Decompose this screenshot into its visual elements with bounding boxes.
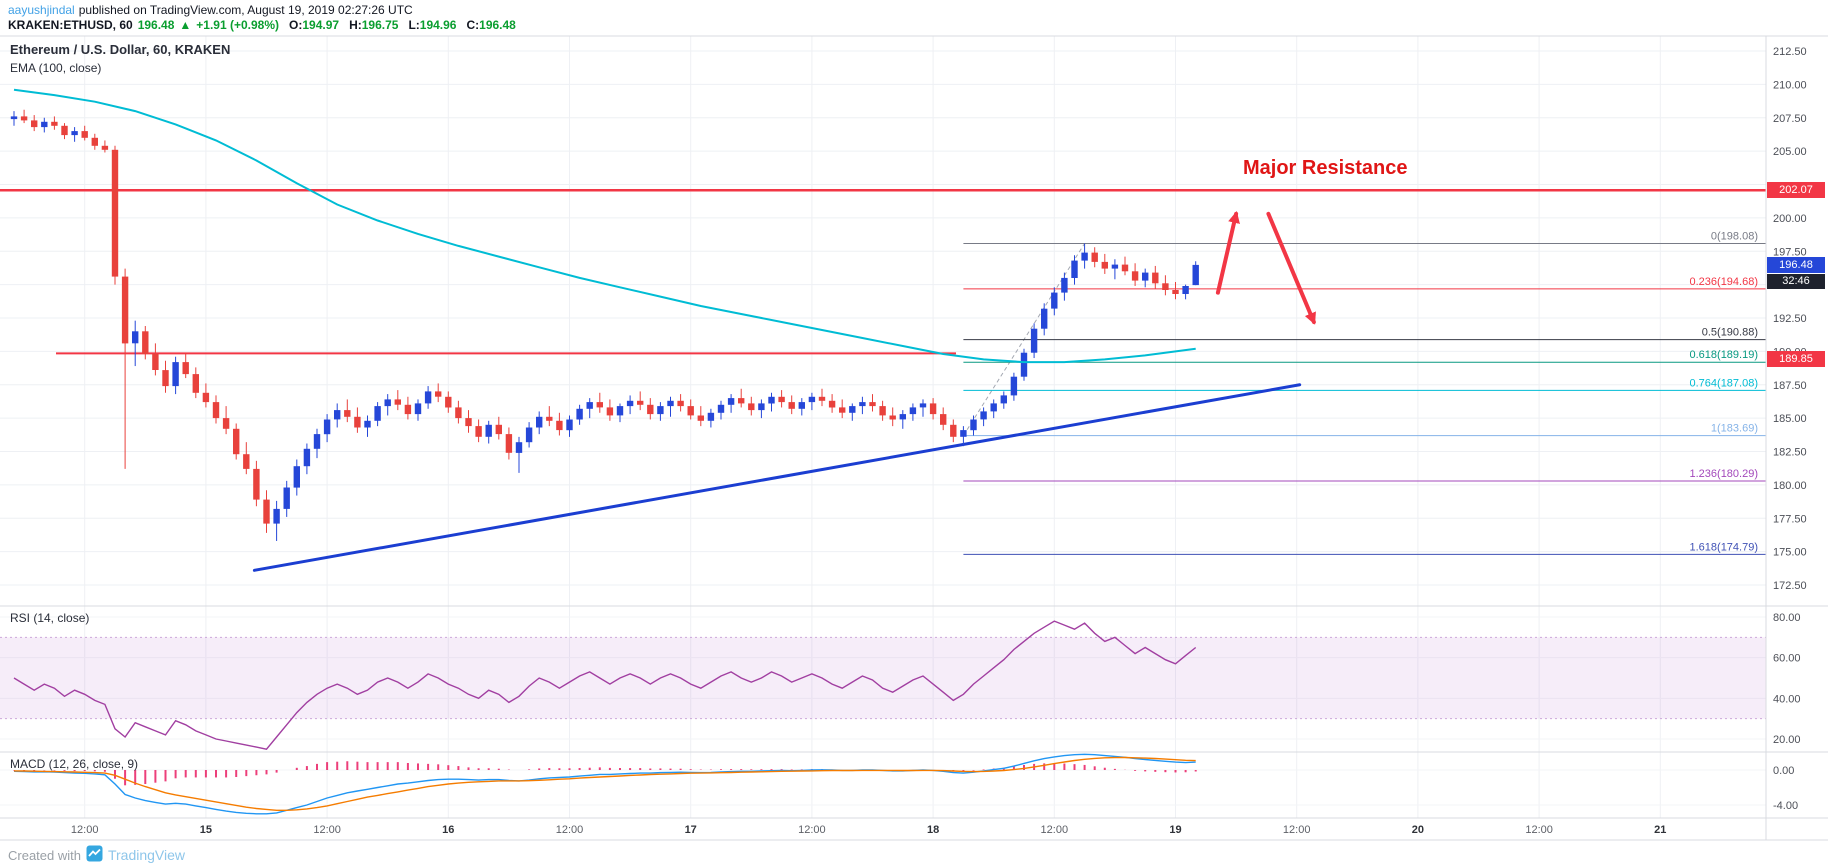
svg-text:172.50: 172.50: [1773, 580, 1807, 592]
rsi-legend: RSI (14, close): [10, 611, 90, 625]
svg-text:-4.00: -4.00: [1773, 800, 1798, 812]
rsi-line: [13, 620, 1197, 750]
change-arrow-icon: ▲: [179, 18, 192, 32]
svg-text:20: 20: [1412, 824, 1424, 836]
svg-text:192.50: 192.50: [1773, 313, 1807, 325]
support-price-badge: 189.85: [1767, 351, 1825, 367]
svg-text:12:00: 12:00: [798, 824, 826, 836]
pane-borders: [0, 35, 1828, 841]
trendline: [252, 383, 1302, 572]
svg-text:0.236(194.68): 0.236(194.68): [1690, 276, 1759, 288]
svg-text:12:00: 12:00: [71, 824, 99, 836]
close-value: 196.48: [479, 18, 516, 32]
svg-text:200.00: 200.00: [1773, 213, 1807, 225]
high-label: H:: [349, 18, 362, 32]
ema-legend: EMA (100, close): [10, 61, 102, 75]
svg-text:12:00: 12:00: [1283, 824, 1311, 836]
countdown-badge: 32:46: [1767, 274, 1825, 289]
high-value: 196.75: [361, 18, 399, 32]
svg-text:16: 16: [442, 824, 454, 836]
symbol-name: KRAKEN:ETHUSD, 60: [8, 18, 133, 32]
svg-text:20.00: 20.00: [1773, 734, 1801, 746]
svg-text:18: 18: [927, 824, 939, 836]
svg-text:0.618(189.19): 0.618(189.19): [1690, 349, 1759, 361]
svg-text:0.5(190.88): 0.5(190.88): [1702, 327, 1758, 339]
tradingview-logo-icon: [86, 845, 103, 865]
svg-text:40.00: 40.00: [1773, 693, 1801, 705]
open-value: 194.97: [302, 18, 340, 32]
change-value: +1.91 (+0.98%): [196, 18, 280, 32]
svg-text:210.00: 210.00: [1773, 79, 1807, 91]
main-pane-legend: Ethereum / U.S. Dollar, 60, KRAKEN: [10, 42, 231, 57]
svg-text:17: 17: [685, 824, 697, 836]
svg-text:205.00: 205.00: [1773, 146, 1807, 158]
svg-text:180.00: 180.00: [1773, 480, 1807, 492]
fib-retracement: 0(198.08) 0.236(194.68) 0.5(190.88) 0.618(1…: [962, 231, 1766, 555]
rsi-band: [0, 636, 1766, 720]
candlestick-series: [10, 109, 1199, 541]
ema-line: [13, 88, 1196, 364]
svg-text:21: 21: [1654, 824, 1666, 836]
published-text: published on TradingView.com, August 19,…: [78, 3, 413, 17]
svg-text:0.00: 0.00: [1773, 765, 1794, 777]
author-link[interactable]: aayushjindal: [8, 3, 75, 17]
resistance-support-lines: [0, 188, 1766, 355]
svg-text:185.00: 185.00: [1773, 413, 1807, 425]
svg-text:60.00: 60.00: [1773, 653, 1801, 665]
svg-text:1.236(180.29): 1.236(180.29): [1690, 468, 1759, 480]
svg-text:187.50: 187.50: [1773, 380, 1807, 392]
svg-text:15: 15: [200, 824, 212, 836]
price-scale[interactable]: 212.50 210.00 207.50 205.00 200.00 197.50 192.…: [1773, 46, 1807, 812]
low-label: L:: [408, 18, 420, 32]
macd-series: [13, 753, 1197, 815]
svg-text:80.00: 80.00: [1773, 612, 1801, 624]
snapshot-footer: Created with TradingView: [8, 845, 185, 865]
svg-text:19: 19: [1169, 824, 1181, 836]
svg-text:207.50: 207.50: [1773, 113, 1807, 125]
gridlines: [0, 36, 1766, 818]
svg-text:175.00: 175.00: [1773, 547, 1807, 559]
svg-text:12:00: 12:00: [556, 824, 584, 836]
time-axis[interactable]: 12:00 15 12:00 16 12:00 17 12:00 18 12:00 19 12:00…: [71, 824, 1666, 836]
symbol-summary: KRAKEN:ETHUSD, 60 196.48 ▲ +1.91 (+0.98%…: [8, 18, 516, 32]
close-label: C:: [466, 18, 480, 32]
svg-text:0(198.08): 0(198.08): [1711, 231, 1758, 243]
svg-text:212.50: 212.50: [1773, 46, 1807, 58]
svg-text:197.50: 197.50: [1773, 246, 1807, 258]
svg-text:12:00: 12:00: [1041, 824, 1069, 836]
svg-text:177.50: 177.50: [1773, 513, 1807, 525]
svg-text:12:00: 12:00: [1525, 824, 1553, 836]
svg-text:1(183.69): 1(183.69): [1711, 423, 1758, 435]
publish-info: aayushjindal published on TradingView.com…: [8, 3, 413, 17]
created-with-text: Created with: [8, 847, 81, 863]
svg-text:0.764(187.08): 0.764(187.08): [1690, 377, 1759, 389]
resistance-price-badge: 202.07: [1767, 182, 1825, 198]
tradingview-link[interactable]: TradingView: [107, 847, 186, 863]
open-label: O:: [289, 18, 303, 32]
macd-legend: MACD (12, 26, close, 9): [10, 757, 139, 771]
last-price-badge: 196.48: [1767, 257, 1825, 273]
low-value: 194.96: [419, 18, 457, 32]
svg-text:12:00: 12:00: [313, 824, 341, 836]
last-price-value: 196.48: [137, 18, 175, 32]
svg-text:182.50: 182.50: [1773, 447, 1807, 459]
svg-text:1.618(174.79): 1.618(174.79): [1690, 541, 1759, 553]
annotation-arrows: [1215, 210, 1316, 325]
major-resistance-label: Major Resistance: [1243, 157, 1408, 179]
